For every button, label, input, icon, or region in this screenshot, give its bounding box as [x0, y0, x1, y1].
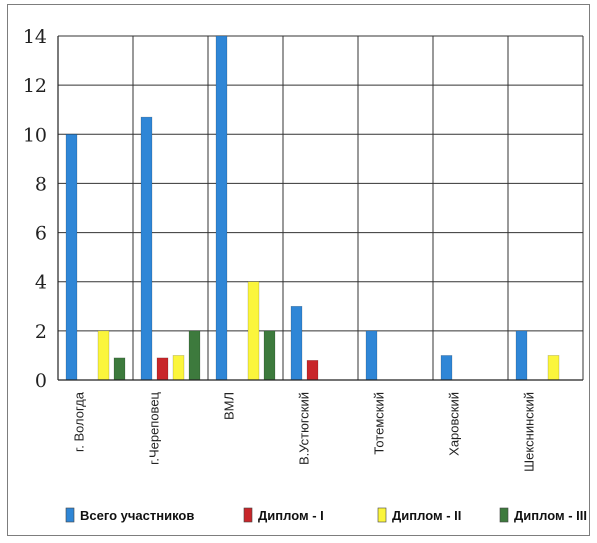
- y-tick-label: 6: [35, 223, 47, 245]
- bar-4: [263, 330, 276, 381]
- bar-1: [515, 330, 528, 381]
- bar-1: [365, 330, 378, 381]
- bar-2: [306, 360, 319, 381]
- x-category-label: В.Устюгский: [297, 392, 312, 465]
- bar-1: [65, 133, 78, 381]
- y-tick-label: 10: [23, 124, 47, 146]
- bar-3: [547, 355, 560, 381]
- legend-swatch: [499, 507, 509, 523]
- x-category-label: г. Вологда: [72, 391, 87, 452]
- legend-label: Диплом - II: [392, 508, 461, 523]
- bar-1: [215, 35, 228, 381]
- bar-2: [156, 357, 169, 381]
- bar-3: [247, 281, 260, 381]
- chart-frame: [7, 4, 590, 536]
- y-tick-label: 4: [35, 272, 47, 294]
- y-tick-label: 14: [23, 26, 47, 48]
- y-tick-label: 12: [23, 75, 47, 97]
- legend-label: Всего участников: [80, 508, 194, 523]
- y-tick-label: 2: [35, 321, 47, 343]
- legend-swatch: [243, 507, 253, 523]
- legend-swatch: [65, 507, 75, 523]
- x-category-label: Харовский: [447, 392, 462, 456]
- bar-3: [172, 355, 185, 381]
- y-tick-label: 0: [35, 370, 47, 392]
- legend-label: Диплом - III: [514, 508, 587, 523]
- bar-4: [188, 330, 201, 381]
- y-tick-label: 8: [35, 173, 47, 195]
- bar-1: [440, 355, 453, 381]
- bar-4: [113, 357, 126, 381]
- x-category-label: Тотемский: [372, 392, 387, 455]
- legend-swatch: [377, 507, 387, 523]
- x-category-label: Шекснинский: [522, 392, 537, 472]
- bar-3: [97, 330, 110, 381]
- x-category-label: г.Череповец: [147, 391, 162, 464]
- legend-label: Диплом - I: [258, 508, 324, 523]
- x-category-label: ВМЛ: [222, 392, 237, 420]
- bar-1: [290, 305, 303, 381]
- bar-1: [140, 116, 153, 381]
